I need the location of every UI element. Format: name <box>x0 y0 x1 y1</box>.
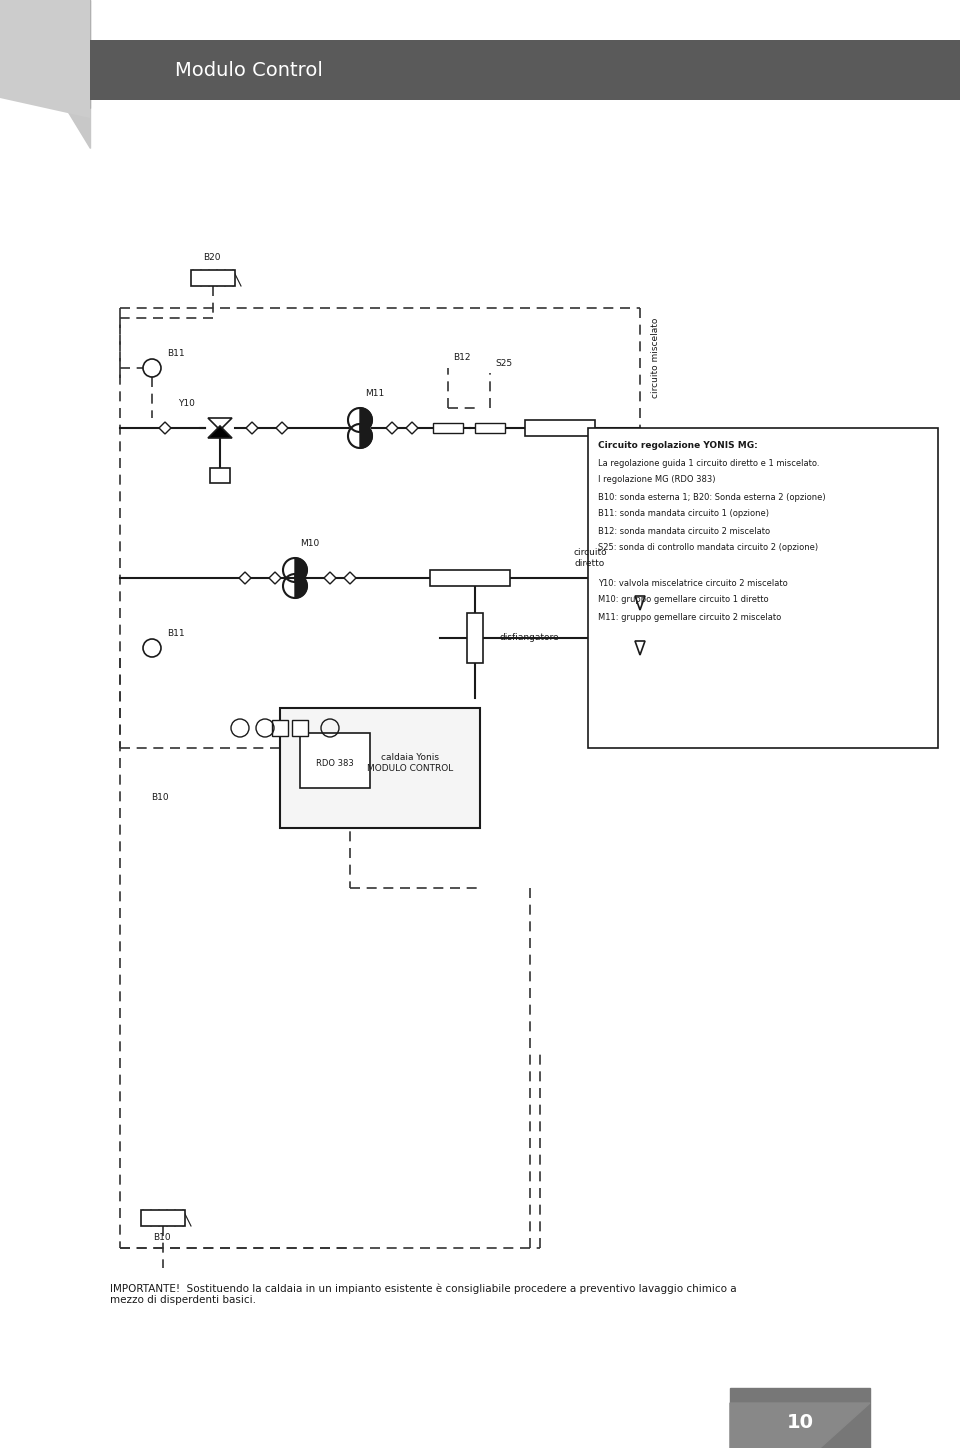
Text: B12: sonda mandata circuito 2 miscelato: B12: sonda mandata circuito 2 miscelato <box>598 527 770 536</box>
Polygon shape <box>0 0 90 109</box>
Text: S25: sonda di controllo mandata circuito 2 (opzione): S25: sonda di controllo mandata circuito… <box>598 543 818 553</box>
Text: IMPORTANTE!  Sostituendo la caldaia in un impianto esistente è consigliabile pro: IMPORTANTE! Sostituendo la caldaia in un… <box>110 1283 736 1305</box>
Polygon shape <box>208 418 232 430</box>
Circle shape <box>348 424 372 447</box>
Polygon shape <box>295 573 307 598</box>
Bar <box>588 429 938 749</box>
Polygon shape <box>295 557 307 582</box>
Text: I regolazione MG (RDO 383): I regolazione MG (RDO 383) <box>598 475 715 485</box>
Text: M10: gruppo gemellare circuito 1 diretto: M10: gruppo gemellare circuito 1 diretto <box>598 595 769 604</box>
Polygon shape <box>730 1389 870 1448</box>
Polygon shape <box>276 421 288 434</box>
Polygon shape <box>0 0 90 117</box>
Polygon shape <box>159 421 171 434</box>
Polygon shape <box>635 597 645 610</box>
Text: B11: sonda mandata circuito 1 (opzione): B11: sonda mandata circuito 1 (opzione) <box>598 510 769 518</box>
Text: RDO 383: RDO 383 <box>316 759 354 767</box>
Text: M11: gruppo gemellare circuito 2 miscelato: M11: gruppo gemellare circuito 2 miscela… <box>598 613 781 621</box>
Polygon shape <box>344 572 356 584</box>
Text: Circuito regolazione YONIS MG:: Circuito regolazione YONIS MG: <box>598 442 757 450</box>
Text: B10: B10 <box>151 794 169 802</box>
Bar <box>90 41 960 100</box>
Polygon shape <box>324 572 336 584</box>
Text: B11: B11 <box>167 628 184 637</box>
Polygon shape <box>360 424 372 447</box>
Polygon shape <box>730 1403 870 1448</box>
Polygon shape <box>208 426 232 437</box>
Text: B20: B20 <box>203 253 221 262</box>
Text: circuito
diretto: circuito diretto <box>573 549 607 568</box>
Polygon shape <box>635 641 645 654</box>
Text: B12: B12 <box>453 353 470 362</box>
Polygon shape <box>0 0 90 148</box>
Text: Modulo Control: Modulo Control <box>175 61 323 80</box>
Text: caldaia Yonis
MODULO CONTROL: caldaia Yonis MODULO CONTROL <box>367 753 453 773</box>
Polygon shape <box>386 421 398 434</box>
Polygon shape <box>246 421 258 434</box>
Bar <box>433 423 463 433</box>
Text: circuito miscelato: circuito miscelato <box>651 317 660 398</box>
Text: Y10: valvola miscelatrice circuito 2 miscelato: Y10: valvola miscelatrice circuito 2 mis… <box>598 579 788 588</box>
Text: B11: B11 <box>167 349 184 358</box>
Text: B10: B10 <box>153 1234 171 1242</box>
Polygon shape <box>239 572 251 584</box>
Circle shape <box>348 424 372 447</box>
Bar <box>430 571 510 586</box>
Bar <box>300 733 370 788</box>
Bar <box>280 708 480 828</box>
Text: B10: sonda esterna 1; B20: Sonda esterna 2 (opzione): B10: sonda esterna 1; B20: Sonda esterna… <box>598 492 826 501</box>
Polygon shape <box>406 421 418 434</box>
Bar <box>141 1211 185 1226</box>
Circle shape <box>348 408 372 432</box>
Bar <box>210 468 230 484</box>
Polygon shape <box>360 408 372 432</box>
Bar <box>475 423 505 433</box>
Text: 10: 10 <box>786 1413 813 1432</box>
Bar <box>272 720 288 736</box>
Polygon shape <box>269 572 281 584</box>
Bar <box>292 720 308 736</box>
Text: Y10: Y10 <box>179 398 195 407</box>
Text: S25: S25 <box>495 359 512 368</box>
Text: disfiangatore: disfiangatore <box>500 634 560 643</box>
Text: M10: M10 <box>300 539 320 547</box>
Text: La regolazione guida 1 circuito diretto e 1 miscelato.: La regolazione guida 1 circuito diretto … <box>598 459 820 468</box>
Text: M11: M11 <box>365 388 384 398</box>
Circle shape <box>348 408 372 432</box>
Bar <box>191 269 235 287</box>
Bar <box>525 420 595 436</box>
Bar <box>467 613 483 663</box>
